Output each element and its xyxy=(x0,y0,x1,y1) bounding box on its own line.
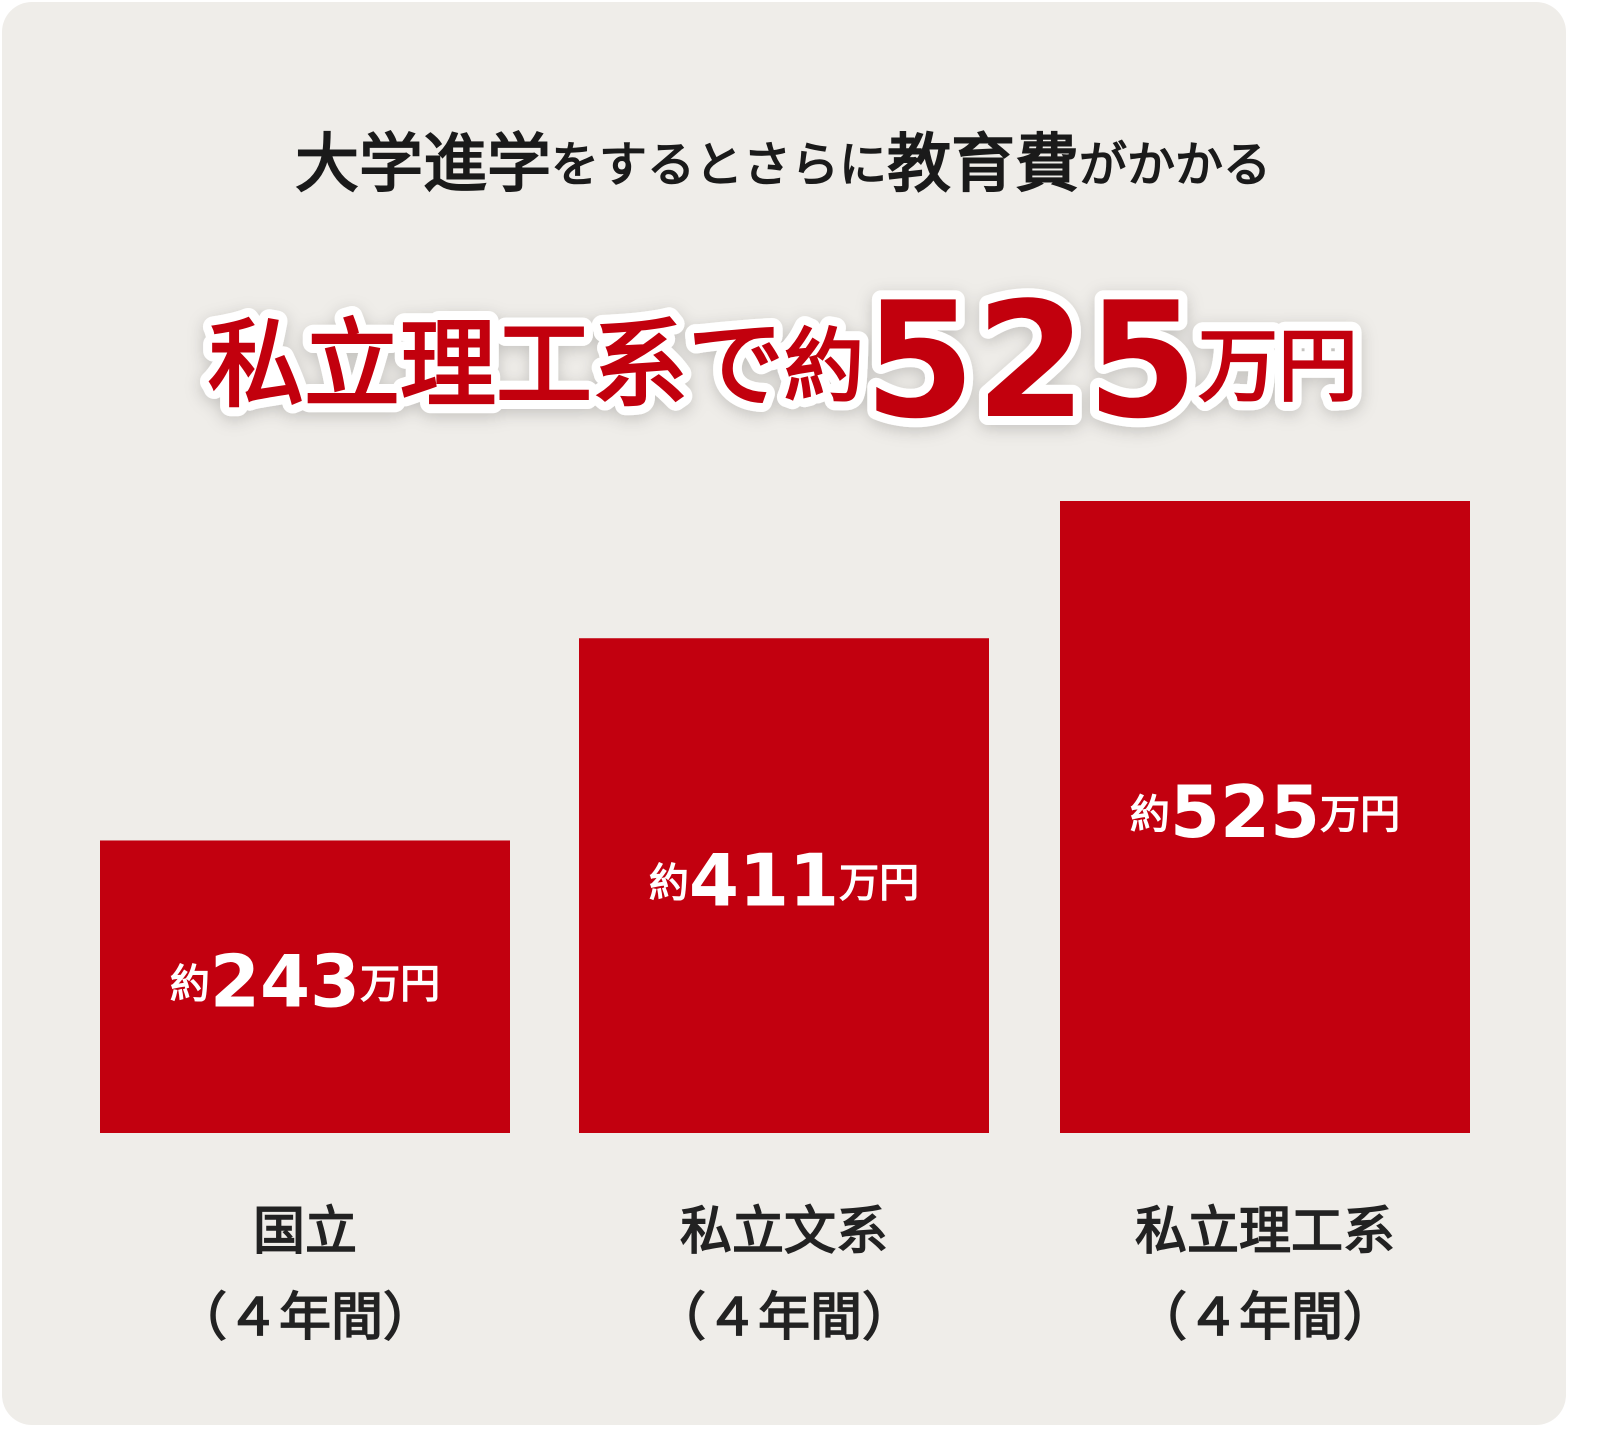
x-tick-label: 国立（４年間） xyxy=(175,1202,435,1348)
value-label: 約411万円 xyxy=(649,838,919,922)
bar xyxy=(579,638,989,1133)
chart-subtitle: 私立理工系で約525万円 xyxy=(208,267,1358,454)
x-tick-label: 私立文系（４年間） xyxy=(654,1202,914,1348)
bar xyxy=(1060,501,1470,1133)
chart-title: 大学進学をするとさらに教育費がかかる xyxy=(295,128,1271,202)
bar xyxy=(100,840,510,1133)
value-label: 約525万円 xyxy=(1130,770,1400,854)
value-label: 約243万円 xyxy=(170,939,440,1023)
x-tick-label: 私立理工系（４年間） xyxy=(1135,1202,1395,1348)
